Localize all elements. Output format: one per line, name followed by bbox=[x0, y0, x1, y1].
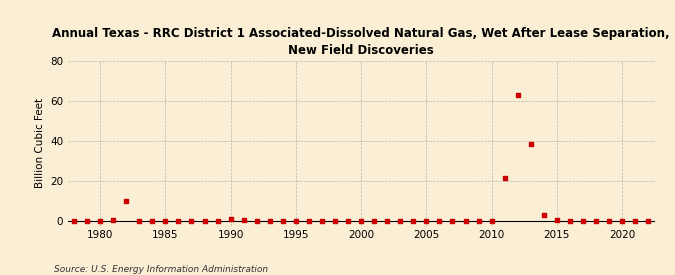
Point bbox=[564, 219, 575, 223]
Point bbox=[186, 219, 197, 224]
Point bbox=[265, 219, 275, 223]
Point bbox=[82, 219, 92, 224]
Point bbox=[134, 219, 144, 223]
Point bbox=[473, 219, 484, 224]
Point bbox=[238, 218, 249, 223]
Point bbox=[486, 219, 497, 223]
Text: Source: U.S. Energy Information Administration: Source: U.S. Energy Information Administ… bbox=[54, 265, 268, 274]
Point bbox=[408, 219, 418, 224]
Point bbox=[539, 213, 549, 218]
Point bbox=[500, 176, 510, 180]
Point bbox=[512, 92, 523, 97]
Point bbox=[551, 218, 562, 223]
Point bbox=[225, 217, 236, 221]
Point bbox=[108, 218, 119, 223]
Point bbox=[160, 219, 171, 223]
Point bbox=[329, 219, 340, 223]
Point bbox=[421, 219, 432, 224]
Point bbox=[317, 219, 327, 224]
Point bbox=[304, 219, 315, 223]
Point bbox=[277, 219, 288, 223]
Point bbox=[434, 219, 445, 223]
Point bbox=[643, 219, 653, 224]
Point bbox=[369, 219, 379, 223]
Point bbox=[356, 219, 367, 224]
Point bbox=[69, 219, 80, 224]
Point bbox=[121, 199, 132, 204]
Point bbox=[630, 219, 641, 224]
Point bbox=[199, 219, 210, 224]
Point bbox=[603, 219, 614, 224]
Point bbox=[395, 219, 406, 224]
Point bbox=[525, 142, 536, 146]
Point bbox=[343, 219, 354, 224]
Title: Annual Texas - RRC District 1 Associated-Dissolved Natural Gas, Wet After Lease : Annual Texas - RRC District 1 Associated… bbox=[53, 27, 670, 57]
Point bbox=[447, 219, 458, 224]
Point bbox=[251, 219, 262, 223]
Point bbox=[173, 219, 184, 223]
Point bbox=[95, 219, 105, 223]
Point bbox=[617, 219, 628, 224]
Point bbox=[212, 219, 223, 224]
Point bbox=[147, 219, 158, 223]
Y-axis label: Billion Cubic Feet: Billion Cubic Feet bbox=[34, 98, 45, 188]
Point bbox=[460, 219, 471, 224]
Point bbox=[578, 219, 589, 224]
Point bbox=[382, 219, 393, 224]
Point bbox=[290, 219, 301, 223]
Point bbox=[591, 219, 601, 224]
